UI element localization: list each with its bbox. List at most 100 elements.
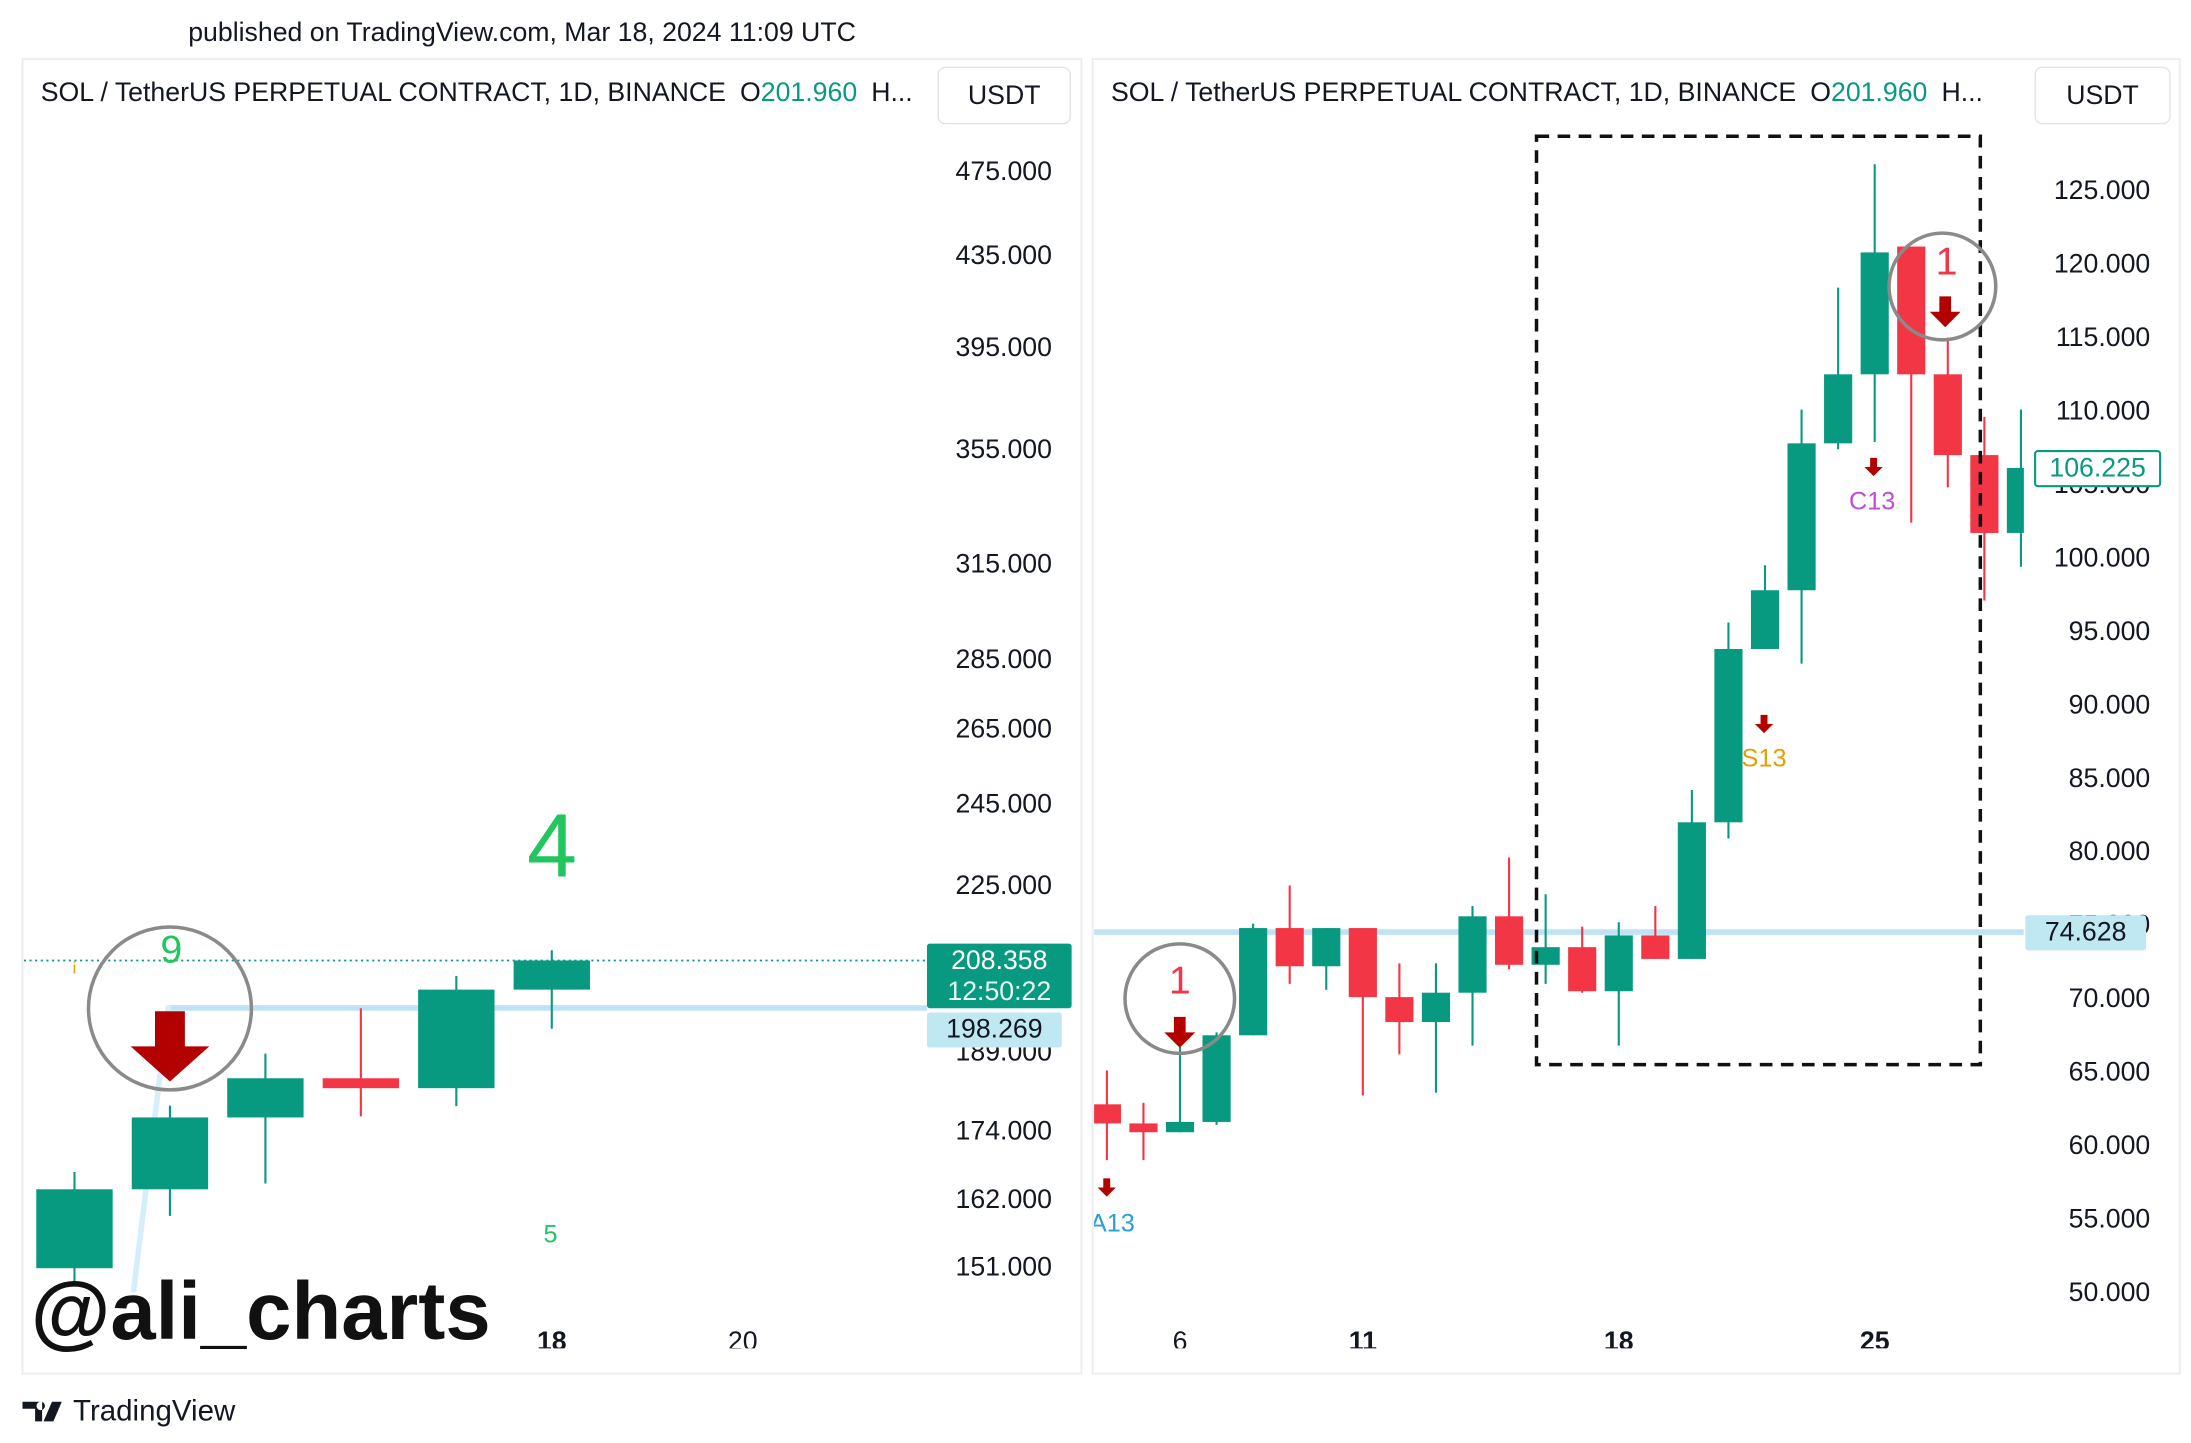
- y-tick-label: 60.000: [2069, 1130, 2151, 1160]
- brand-name: TradingView: [73, 1395, 236, 1428]
- y-tick-label: 315.000: [956, 548, 1052, 578]
- candle-body: [513, 960, 590, 990]
- more-values: H...: [1941, 77, 1982, 107]
- annotation: S13: [1742, 745, 1787, 773]
- candle-body: [1202, 1035, 1231, 1122]
- y-tick-label: 435.000: [956, 240, 1052, 270]
- candle-body: [322, 1078, 400, 1089]
- y-tick-label: 475.000: [956, 156, 1052, 186]
- open-value: 201.960: [1831, 77, 1927, 107]
- y-tick-label: 265.000: [956, 714, 1052, 744]
- y-tick-label: 115.000: [2056, 322, 2150, 352]
- y-tick-label: 245.000: [956, 789, 1052, 819]
- y-tick-label: 151.000: [956, 1251, 1052, 1281]
- candle-body: [2006, 467, 2024, 533]
- level-price-label: 74.628: [2045, 917, 2127, 947]
- x-tick-label: 18: [537, 1326, 567, 1356]
- y-tick-label: 95.000: [2069, 616, 2151, 646]
- currency: USDT: [2066, 80, 2139, 110]
- panel-border: [21, 57, 1083, 1375]
- logo-mark: [22, 1401, 62, 1422]
- candle-body: [1641, 935, 1670, 959]
- chart-header: SOL / TetherUS PERPETUAL CONTRACT, 1D, B…: [1111, 77, 1983, 107]
- candle-body: [1275, 928, 1304, 967]
- published-note: published on TradingView.com, Mar 18, 20…: [188, 17, 856, 47]
- y-tick-label: 162.000: [956, 1184, 1052, 1214]
- candle-body: [1750, 590, 1780, 649]
- watermark: @ali_charts: [31, 1266, 491, 1357]
- highlight-box: [1534, 134, 1983, 1067]
- chart-panel: SOL / TetherUS PERPETUAL CONTRACT, 1D, B…: [21, 57, 1083, 1375]
- y-tick-label: 65.000: [2069, 1057, 2151, 1087]
- candle-body: [1714, 648, 1743, 823]
- signal-circle: [86, 925, 254, 1092]
- y-tick-label: 110.000: [2056, 396, 2150, 426]
- y-tick-label: 355.000: [956, 434, 1052, 464]
- x-tick-label: 2: [926, 1326, 941, 1356]
- candle-body: [1129, 1123, 1158, 1133]
- symbol-title: SOL / TetherUS PERPETUAL CONTRACT, 1D, B…: [1111, 77, 1796, 107]
- y-tick-label: 225.000: [956, 870, 1052, 900]
- annotation: A13: [1090, 1209, 1135, 1237]
- annotation: C13: [1849, 487, 1895, 515]
- candle-body: [1458, 916, 1487, 993]
- y-tick-label: 120.000: [2054, 249, 2150, 279]
- candle-body: [1348, 928, 1377, 998]
- open-prefix: O: [1810, 77, 1831, 107]
- signal-circle: [1887, 231, 1998, 342]
- candle-body: [36, 1189, 113, 1269]
- y-tick-label: 100.000: [2054, 542, 2150, 572]
- candle-body: [1824, 374, 1853, 444]
- open-value: 201.960: [761, 77, 857, 107]
- candle-body: [1094, 1104, 1121, 1124]
- open-prefix: O: [740, 77, 761, 107]
- candle-body: [1860, 252, 1889, 375]
- y-tick-label: 90.000: [2069, 689, 2151, 719]
- currency: USDT: [968, 80, 1041, 110]
- chart-panel: SOL / TetherUS PERPETUAL CONTRACT, 1D, B…: [1090, 57, 2181, 1375]
- more-values: H...: [871, 77, 912, 107]
- y-tick-label: 174.000: [956, 1116, 1052, 1146]
- annotation: i: [73, 959, 77, 978]
- signal-arrow: [130, 1011, 210, 1082]
- candle-body: [1787, 443, 1816, 591]
- annotation: 1: [1169, 959, 1191, 1003]
- candle-body: [1568, 947, 1597, 992]
- candle-body: [131, 1117, 209, 1190]
- x-tick-label: 25: [1860, 1326, 1890, 1356]
- signal-arrow: [1754, 714, 1774, 734]
- level-price-box: [2025, 915, 2147, 951]
- y-tick-label: 395.000: [956, 332, 1052, 362]
- y-tick-label: 80.000: [2069, 836, 2151, 866]
- y-tick-label: 125.000: [2054, 175, 2150, 205]
- x-tick-label: 11: [1349, 1326, 1377, 1356]
- annotation: 4: [527, 796, 577, 896]
- currency-box: [2034, 66, 2171, 125]
- y-tick-label: 85.000: [2069, 763, 2151, 793]
- annotation: 1: [1936, 239, 1958, 283]
- panel-border: [1091, 57, 2181, 1375]
- symbol-title: SOL / TetherUS PERPETUAL CONTRACT, 1D, B…: [41, 77, 726, 107]
- x-tick-label: 20: [728, 1326, 758, 1356]
- level-price-label: 198.269: [946, 1014, 1042, 1044]
- last-price-label: 106.225: [2049, 452, 2145, 482]
- countdown: 12:50:22: [947, 976, 1051, 1006]
- level-price-box: [926, 1012, 1062, 1048]
- candle-body: [1494, 916, 1524, 965]
- candle-body: [227, 1078, 304, 1118]
- last-price-label: 208.358: [951, 945, 1047, 975]
- candle-body: [418, 989, 495, 1089]
- y-tick-label: 50.000: [2069, 1277, 2151, 1307]
- candle-body: [1677, 822, 1706, 959]
- annotation: 9: [160, 928, 182, 972]
- candle-body: [1933, 374, 1962, 456]
- x-tick-label: 18: [1604, 1326, 1634, 1356]
- candle-body: [1165, 1121, 1195, 1133]
- candle-body: [1421, 992, 1451, 1023]
- candle-body: [1312, 928, 1341, 967]
- brand-logo: [22, 1401, 62, 1422]
- signal-arrow: [1164, 1016, 1196, 1048]
- chart-header: SOL / TetherUS PERPETUAL CONTRACT, 1D, B…: [41, 77, 913, 107]
